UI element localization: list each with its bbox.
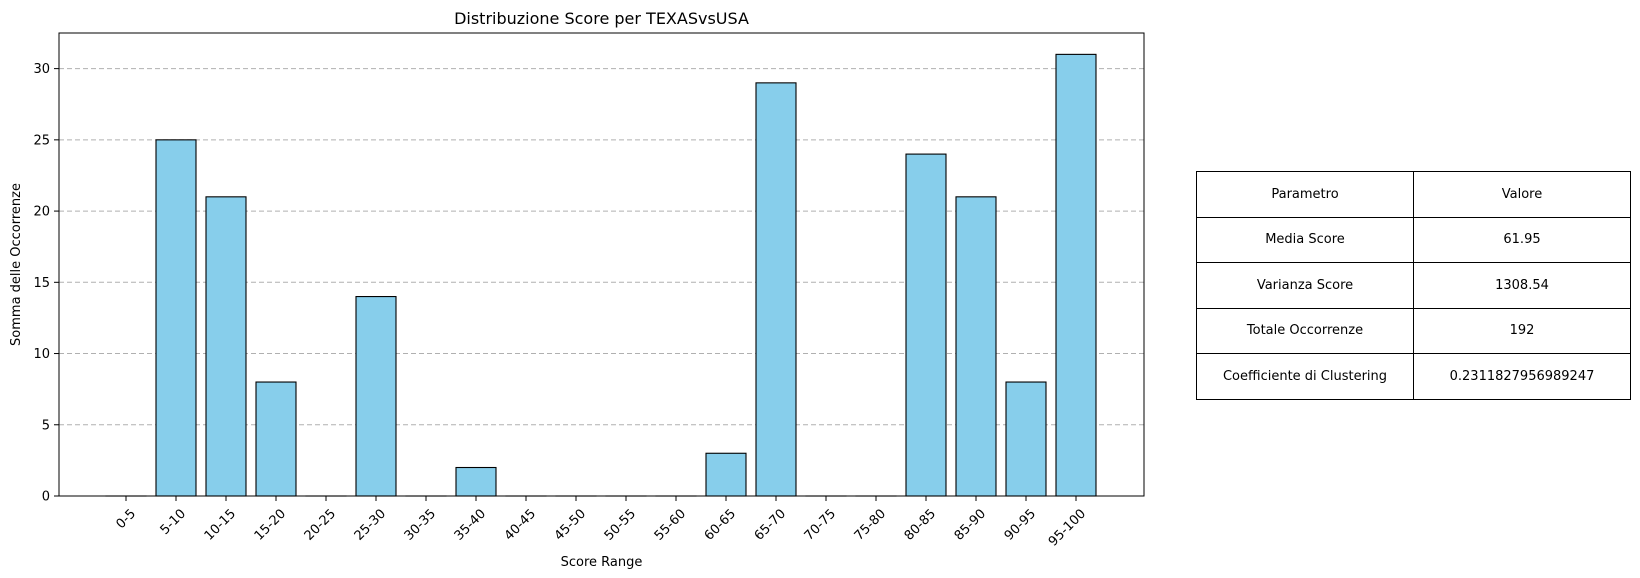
table-row: Varianza Score 1308.54 — [1196, 262, 1631, 309]
table-cell-value: 1308.54 — [1413, 262, 1631, 309]
x-tick-label: 65-70 — [752, 506, 789, 543]
x-tick-label: 50-55 — [602, 506, 639, 543]
bars — [105, 53, 1097, 497]
stats-table: Parametro Valore Media Score 61.95 Varia… — [1196, 171, 1631, 400]
x-tick-label: 0-5 — [113, 506, 139, 532]
table-cell-value: 0.2311827956989247 — [1413, 353, 1631, 400]
x-tick-label: 25-30 — [352, 506, 389, 543]
x-tick-label: 15-20 — [252, 506, 289, 543]
table-row: Coefficiente di Clustering 0.23118279569… — [1196, 353, 1631, 400]
x-tick-label: 35-40 — [452, 506, 489, 543]
x-tick-label: 45-50 — [552, 506, 589, 543]
bar — [205, 196, 247, 497]
y-ticks: 0 5 10 15 20 25 30 — [33, 62, 59, 505]
y-tick-label: 25 — [33, 133, 50, 148]
bar-chart: 0 5 10 15 20 25 30 0-5 5-10 10-15 15-20 20-25 25-30… — [9, 9, 1145, 570]
y-tick-label: 0 — [42, 490, 50, 505]
bar — [355, 296, 397, 497]
bar — [905, 153, 947, 497]
x-tick-label: 40-45 — [502, 506, 539, 543]
table-header-row: Parametro Valore — [1196, 171, 1631, 218]
y-tick-label: 5 — [42, 418, 50, 433]
chart-title: Distribuzione Score per TEXASvsUSA — [454, 9, 749, 28]
x-tick-label: 20-25 — [302, 506, 339, 543]
table-cell-param: Coefficiente di Clustering — [1196, 353, 1414, 400]
plot-frame — [58, 32, 1145, 497]
x-tick-label: 10-15 — [202, 506, 239, 543]
bar — [1055, 53, 1097, 497]
x-tick-label: 80-85 — [902, 506, 939, 543]
table-header-cell: Valore — [1413, 171, 1631, 218]
bar — [705, 452, 747, 497]
y-tick-label: 15 — [33, 276, 50, 291]
bar — [155, 139, 197, 497]
table-cell-param: Varianza Score — [1196, 262, 1414, 309]
table-cell-param: Media Score — [1196, 216, 1414, 263]
x-axis-label: Score Range — [561, 555, 643, 570]
bar — [1005, 381, 1047, 497]
table-header-cell: Parametro — [1196, 171, 1414, 218]
bar — [755, 82, 797, 497]
x-tick-label: 85-90 — [952, 506, 989, 543]
x-tick-label: 90-95 — [1002, 506, 1039, 543]
y-axis-label: Somma delle Occorrenze — [9, 183, 24, 346]
y-tick-label: 30 — [33, 62, 50, 77]
table-cell-param: Totale Occorrenze — [1196, 307, 1414, 354]
table-cell-value: 192 — [1413, 307, 1631, 354]
table-row: Media Score 61.95 — [1196, 216, 1631, 263]
y-tick-label: 10 — [33, 347, 50, 362]
x-tick-label: 5-10 — [158, 506, 189, 537]
x-tick-label: 55-60 — [652, 506, 689, 543]
table-row: Totale Occorrenze 192 — [1196, 307, 1631, 354]
bar — [255, 381, 297, 497]
y-tick-label: 20 — [33, 205, 50, 220]
x-tick-label: 70-75 — [802, 506, 839, 543]
bar — [955, 196, 997, 497]
x-ticks: 0-5 5-10 10-15 15-20 20-25 25-30 30-35 35-40 40-… — [113, 496, 1089, 550]
x-tick-label: 30-35 — [402, 506, 439, 543]
bar — [455, 466, 497, 497]
table-cell-value: 61.95 — [1413, 216, 1631, 263]
x-tick-label: 95-100 — [1046, 506, 1089, 549]
x-tick-label: 60-65 — [702, 506, 739, 543]
x-tick-label: 75-80 — [852, 506, 889, 543]
